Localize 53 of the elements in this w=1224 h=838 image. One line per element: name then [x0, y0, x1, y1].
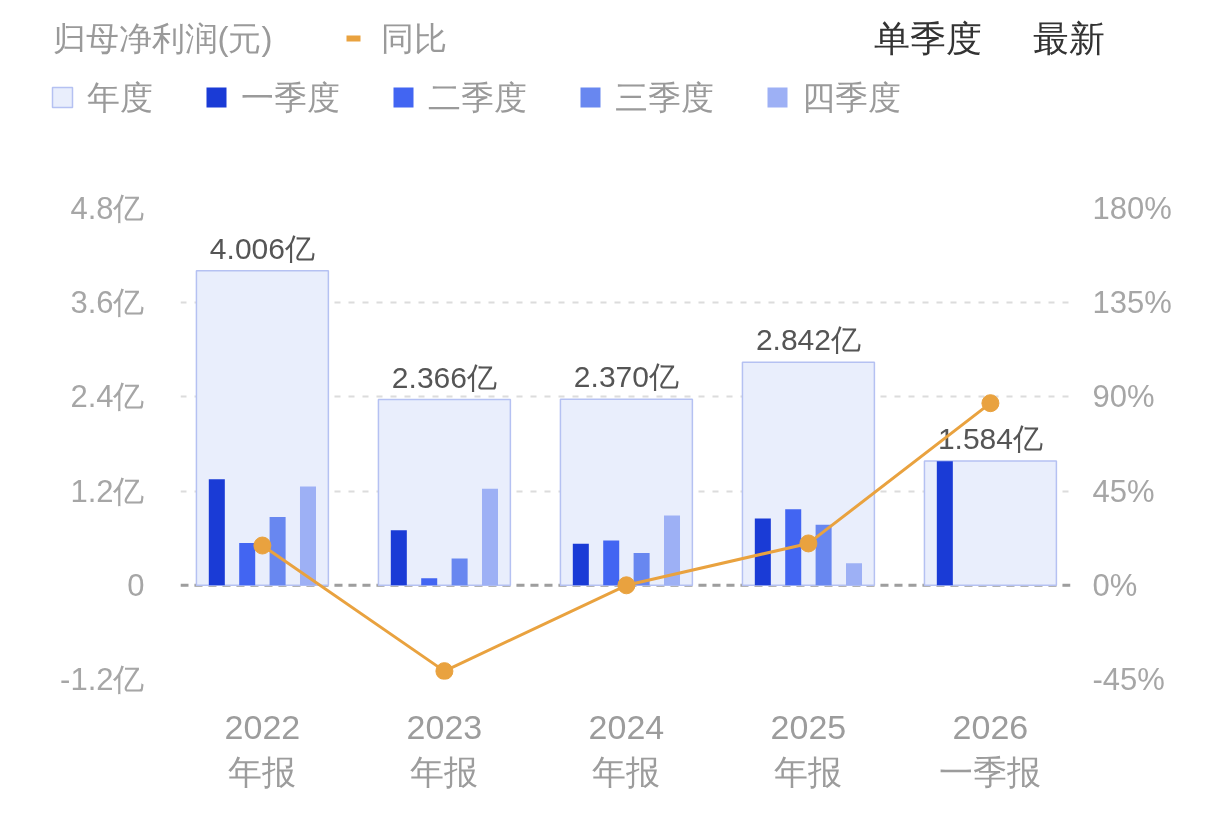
y-tick-label: 3.6亿: [70, 285, 145, 321]
bar: [663, 515, 681, 586]
point: [799, 534, 818, 553]
y2-tick-label: 90%: [1092, 379, 1155, 415]
y-tick-label: -1.2亿: [60, 662, 145, 697]
point: [981, 394, 1000, 413]
y2-tick-label: 0%: [1092, 567, 1138, 603]
data-label: 2.366亿: [391, 360, 497, 394]
y2-tick-label: 135%: [1092, 285, 1172, 321]
bar: [269, 517, 286, 586]
y2-tick-label: 45%: [1092, 473, 1155, 509]
point: [253, 536, 272, 555]
x-tick-label: 2022 年报: [224, 707, 301, 792]
bar: [208, 479, 225, 586]
point: [617, 576, 636, 595]
legend-label: 同比: [380, 20, 447, 57]
bar: [421, 578, 438, 586]
legend-label: 二季度: [427, 79, 527, 116]
x-tick-label: 2023 年报: [406, 707, 483, 792]
bar: [390, 530, 407, 586]
legend-label: 年度: [86, 79, 153, 116]
y-tick-label: 0: [127, 567, 145, 603]
data-label: 2.370亿: [573, 360, 679, 394]
text: 最新: [1032, 18, 1105, 59]
data-label: 4.006亿: [209, 231, 315, 265]
bar: [633, 553, 650, 586]
point: [435, 662, 454, 680]
legend-label: 一季度: [240, 79, 340, 116]
bar: [846, 563, 863, 586]
bar: [754, 518, 771, 586]
bar: [936, 461, 953, 586]
data-label: 1.584亿: [937, 421, 1043, 455]
bar: [239, 542, 256, 586]
y-tick-label: 1.2亿: [70, 473, 145, 509]
text: 单季度: [873, 18, 982, 59]
y-tick-label: 4.8亿: [70, 191, 145, 226]
legend-label: 三季度: [614, 79, 714, 116]
bar: [299, 486, 316, 586]
legend-label: 四季度: [801, 79, 901, 116]
bar: [481, 488, 499, 586]
x-tick-label: 2025 年报: [770, 707, 847, 792]
chart-title: 归母净利润(元): [52, 20, 273, 57]
x-tick-label: 2026 一季报: [939, 707, 1042, 792]
y2-tick-label: 180%: [1092, 191, 1172, 226]
y2-tick-label: -45%: [1092, 662, 1165, 697]
data-label: 2.842亿: [755, 323, 861, 357]
x-tick-label: 2024 年报: [588, 707, 665, 792]
y-tick-label: 2.4亿: [70, 379, 145, 415]
bar: [785, 509, 802, 586]
bar: [603, 540, 620, 586]
bar: [451, 558, 468, 586]
bar: [815, 524, 832, 586]
bar: [572, 543, 589, 586]
